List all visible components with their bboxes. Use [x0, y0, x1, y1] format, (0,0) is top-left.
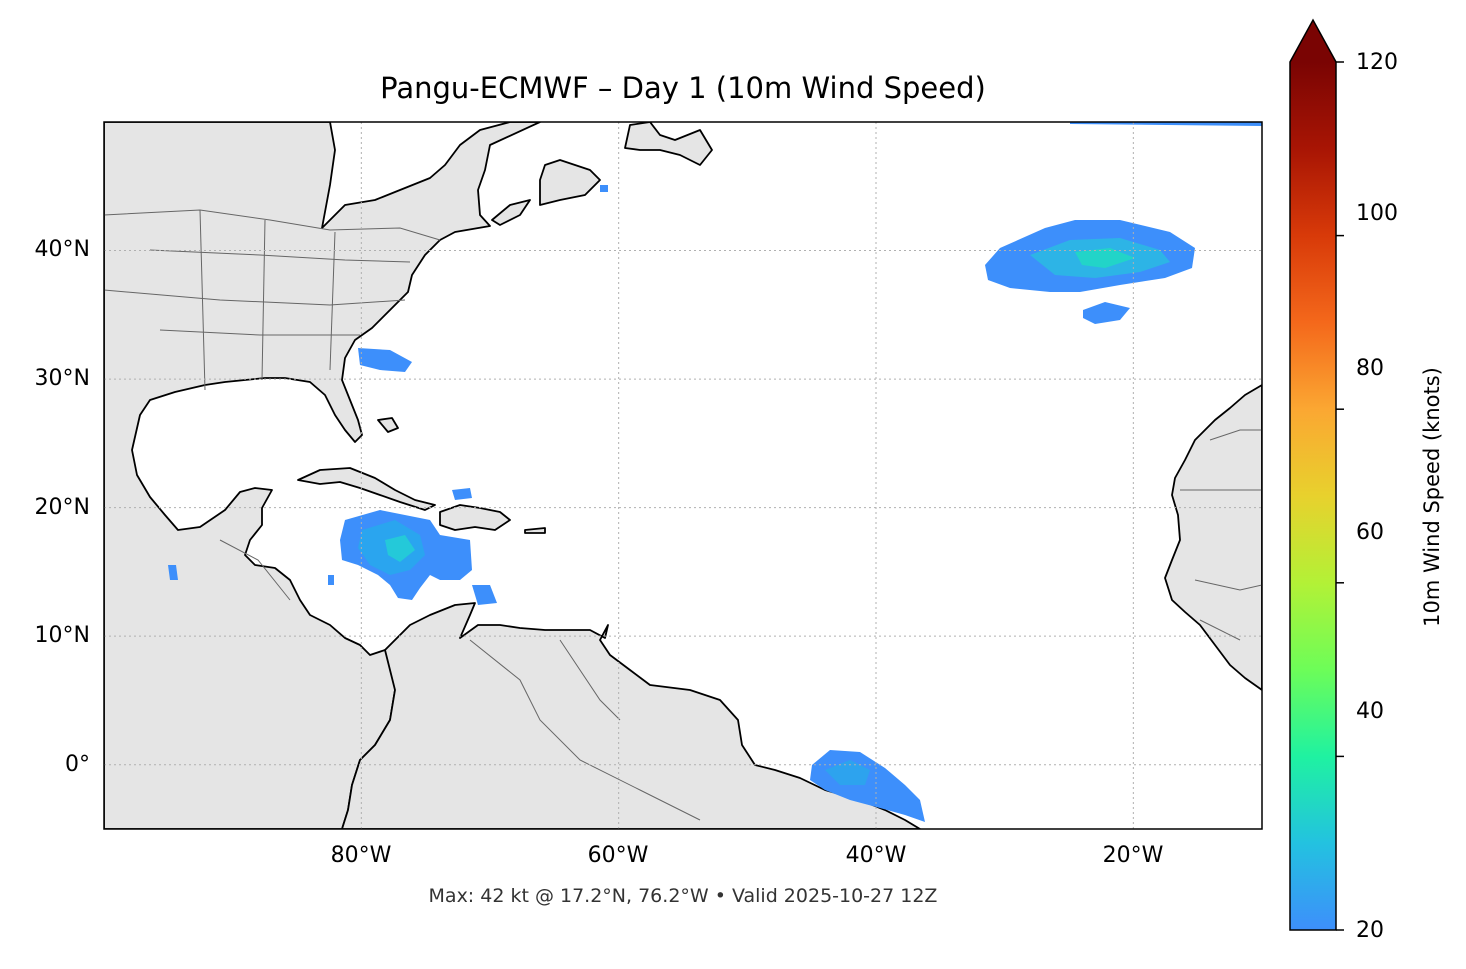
- wind-speed-field: [168, 122, 1262, 822]
- colorbar-tick-label: 20: [1356, 918, 1384, 943]
- colorbar-tick-label: 120: [1356, 50, 1398, 75]
- land-masses: [104, 122, 1262, 829]
- lat-tick-label: 20°N: [34, 495, 90, 520]
- map-frame: [103, 121, 1263, 830]
- lat-tick-label: 40°N: [34, 237, 90, 262]
- lat-tick-label: 0°: [65, 752, 90, 777]
- lat-tick-label: 30°N: [34, 366, 90, 391]
- map-area: [104, 122, 1262, 829]
- max-wind-footer: Max: 42 kt @ 17.2°N, 76.2°W • Valid 2025…: [428, 885, 938, 907]
- lon-tick-label: 80°W: [330, 843, 392, 868]
- wind-area-azores-max: [1075, 248, 1135, 268]
- wind-area-brazil-core: [825, 760, 870, 785]
- south-america-land: [341, 602, 921, 829]
- gridlines: [104, 122, 1262, 829]
- bahamas-island: [377, 417, 399, 433]
- colorbar-tick-label: 40: [1356, 699, 1384, 724]
- wind-area-north-edge: [1070, 122, 1262, 126]
- hispaniola-island: [439, 504, 511, 531]
- wind-area-carolina: [358, 348, 412, 372]
- colorbar-frame: [1289, 18, 1337, 931]
- puerto-rico-island: [524, 527, 546, 534]
- wind-area-azores-south: [1083, 302, 1130, 324]
- newfoundland: [539, 159, 601, 206]
- colorbar-label: 10m Wind Speed (knots): [1420, 367, 1444, 627]
- lat-tick-label: 10°N: [34, 623, 90, 648]
- lon-tick-label: 60°W: [587, 843, 649, 868]
- colorbar-gradient: [1290, 62, 1336, 930]
- africa-land: [1164, 384, 1262, 691]
- nova-scotia: [491, 199, 531, 226]
- colorbar: [1289, 18, 1344, 931]
- wind-area-caribbean-max: [385, 535, 415, 562]
- colorbar-tick-label: 60: [1356, 520, 1384, 545]
- colorbar-extend-arrow: [1290, 20, 1336, 62]
- colorbar-tick-label: 80: [1356, 356, 1384, 381]
- lon-tick-label: 20°W: [1102, 843, 1164, 868]
- lon-tick-label: 40°W: [845, 843, 907, 868]
- colorbar-tick-label: 100: [1356, 201, 1398, 226]
- political-borders: [104, 209, 1262, 821]
- map-title: Pangu-ECMWF – Day 1 (10m Wind Speed): [380, 71, 986, 105]
- wind-area-antilles: [472, 585, 497, 605]
